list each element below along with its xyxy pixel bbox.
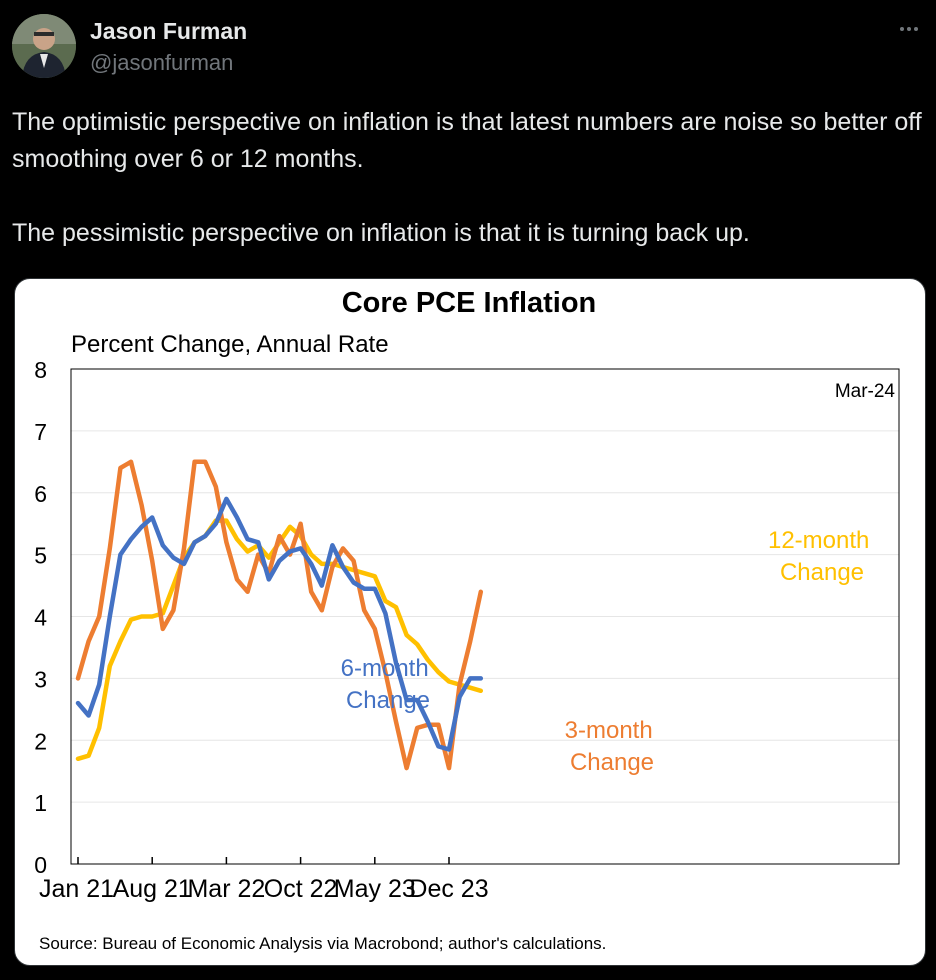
y-tick-label: 1	[34, 790, 47, 816]
more-horizontal-icon	[900, 27, 918, 31]
label-3-month-line1: 3-month	[565, 717, 653, 744]
x-tick-label: Jan 21	[39, 875, 114, 903]
label-12-month-line1: 12-month	[768, 527, 869, 554]
label-3-month-line2: Change	[570, 749, 654, 776]
x-tick-label: Oct 22	[264, 875, 338, 903]
chart-title: Core PCE Inflation	[342, 287, 597, 319]
x-tick-label: Dec 23	[409, 875, 488, 903]
more-options-button[interactable]	[894, 14, 924, 44]
avatar[interactable]	[12, 14, 76, 78]
chart-date-stamp: Mar-24	[835, 381, 896, 402]
y-tick-label: 3	[34, 666, 47, 692]
series-line-6-month-change	[75, 496, 484, 752]
chart-source: Source: Bureau of Economic Analysis via …	[39, 934, 606, 953]
y-tick-label: 5	[34, 543, 47, 569]
chart-image[interactable]: Core PCE Inflation Percent Change, Annua…	[14, 278, 926, 966]
label-6-month-line2: Change	[346, 687, 430, 714]
label-12-month: 12-month Change	[768, 527, 876, 586]
label-3-month: 3-month Change	[565, 717, 660, 776]
y-axis-ticks: 0 1 2 3 4 5 6 7 8	[34, 357, 47, 878]
avatar-photo	[12, 14, 76, 78]
line-chart: Core PCE Inflation Percent Change, Annua…	[34, 287, 900, 953]
label-6-month: 6-month Change	[341, 655, 436, 714]
axes	[70, 368, 900, 865]
author-name[interactable]: Jason Furman	[90, 18, 248, 44]
y-tick-label: 8	[34, 357, 47, 383]
label-6-month-line1: 6-month	[341, 655, 429, 682]
y-tick-label: 4	[34, 605, 47, 631]
tweet-text: The optimistic perspective on inflation …	[12, 104, 922, 252]
author-handle[interactable]: @jasonfurman	[90, 50, 234, 75]
series-line-12-month-change	[75, 518, 484, 762]
label-12-month-line2: Change	[780, 559, 864, 586]
x-tick-label: Mar 22	[187, 875, 265, 903]
plot-frame	[70, 368, 900, 865]
tweet-paragraph-pessimistic: The pessimistic perspective on inflation…	[12, 219, 750, 247]
data-series	[75, 459, 484, 771]
x-tick-label: May 23	[334, 875, 416, 903]
y-tick-label: 6	[34, 481, 47, 507]
grid-lines	[71, 430, 899, 803]
y-tick-label: 2	[34, 728, 47, 754]
chart-subtitle: Percent Change, Annual Rate	[71, 331, 389, 358]
y-tick-label: 7	[34, 419, 47, 445]
tweet-header: Jason Furman @jasonfurman	[12, 14, 924, 78]
series-line-3-month-change	[75, 459, 484, 771]
tweet-paragraph-optimistic: The optimistic perspective on inflation …	[12, 108, 922, 173]
y-tick-label: 0	[34, 852, 47, 878]
x-tick-label: Aug 21	[113, 875, 192, 903]
